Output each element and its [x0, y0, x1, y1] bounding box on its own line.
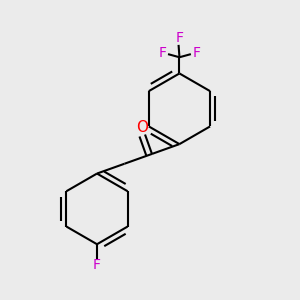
Text: F: F	[176, 32, 183, 45]
Text: F: F	[93, 258, 101, 272]
Text: F: F	[193, 46, 201, 60]
Text: O: O	[136, 120, 148, 135]
Text: F: F	[158, 46, 166, 60]
